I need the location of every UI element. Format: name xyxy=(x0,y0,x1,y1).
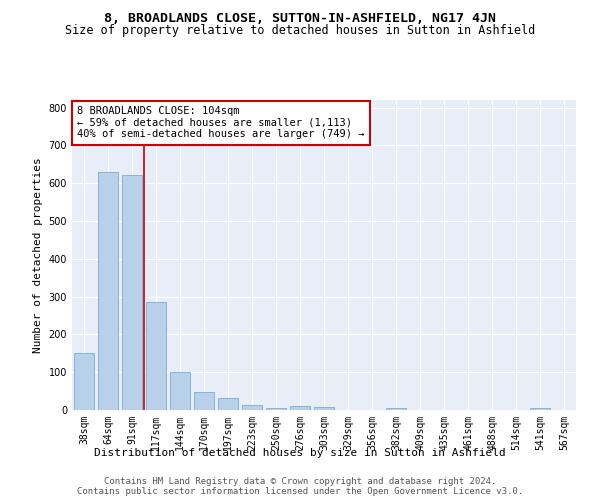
Text: Contains public sector information licensed under the Open Government Licence v3: Contains public sector information licen… xyxy=(77,486,523,496)
Bar xyxy=(122,175,142,410)
Bar xyxy=(530,408,550,410)
Bar xyxy=(218,398,238,410)
Text: 8 BROADLANDS CLOSE: 104sqm
← 59% of detached houses are smaller (1,113)
40% of s: 8 BROADLANDS CLOSE: 104sqm ← 59% of deta… xyxy=(77,106,365,140)
Text: 8, BROADLANDS CLOSE, SUTTON-IN-ASHFIELD, NG17 4JN: 8, BROADLANDS CLOSE, SUTTON-IN-ASHFIELD,… xyxy=(104,12,496,26)
Bar xyxy=(170,372,190,410)
Bar xyxy=(290,406,310,410)
Text: Contains HM Land Registry data © Crown copyright and database right 2024.: Contains HM Land Registry data © Crown c… xyxy=(104,476,496,486)
Bar xyxy=(146,302,166,410)
Bar xyxy=(266,408,286,410)
Bar xyxy=(98,172,118,410)
Bar xyxy=(314,407,334,410)
Text: Distribution of detached houses by size in Sutton in Ashfield: Distribution of detached houses by size … xyxy=(94,448,506,458)
Bar xyxy=(386,408,406,410)
Bar xyxy=(194,392,214,410)
Bar xyxy=(74,354,94,410)
Text: Size of property relative to detached houses in Sutton in Ashfield: Size of property relative to detached ho… xyxy=(65,24,535,37)
Bar xyxy=(242,406,262,410)
Y-axis label: Number of detached properties: Number of detached properties xyxy=(33,157,43,353)
